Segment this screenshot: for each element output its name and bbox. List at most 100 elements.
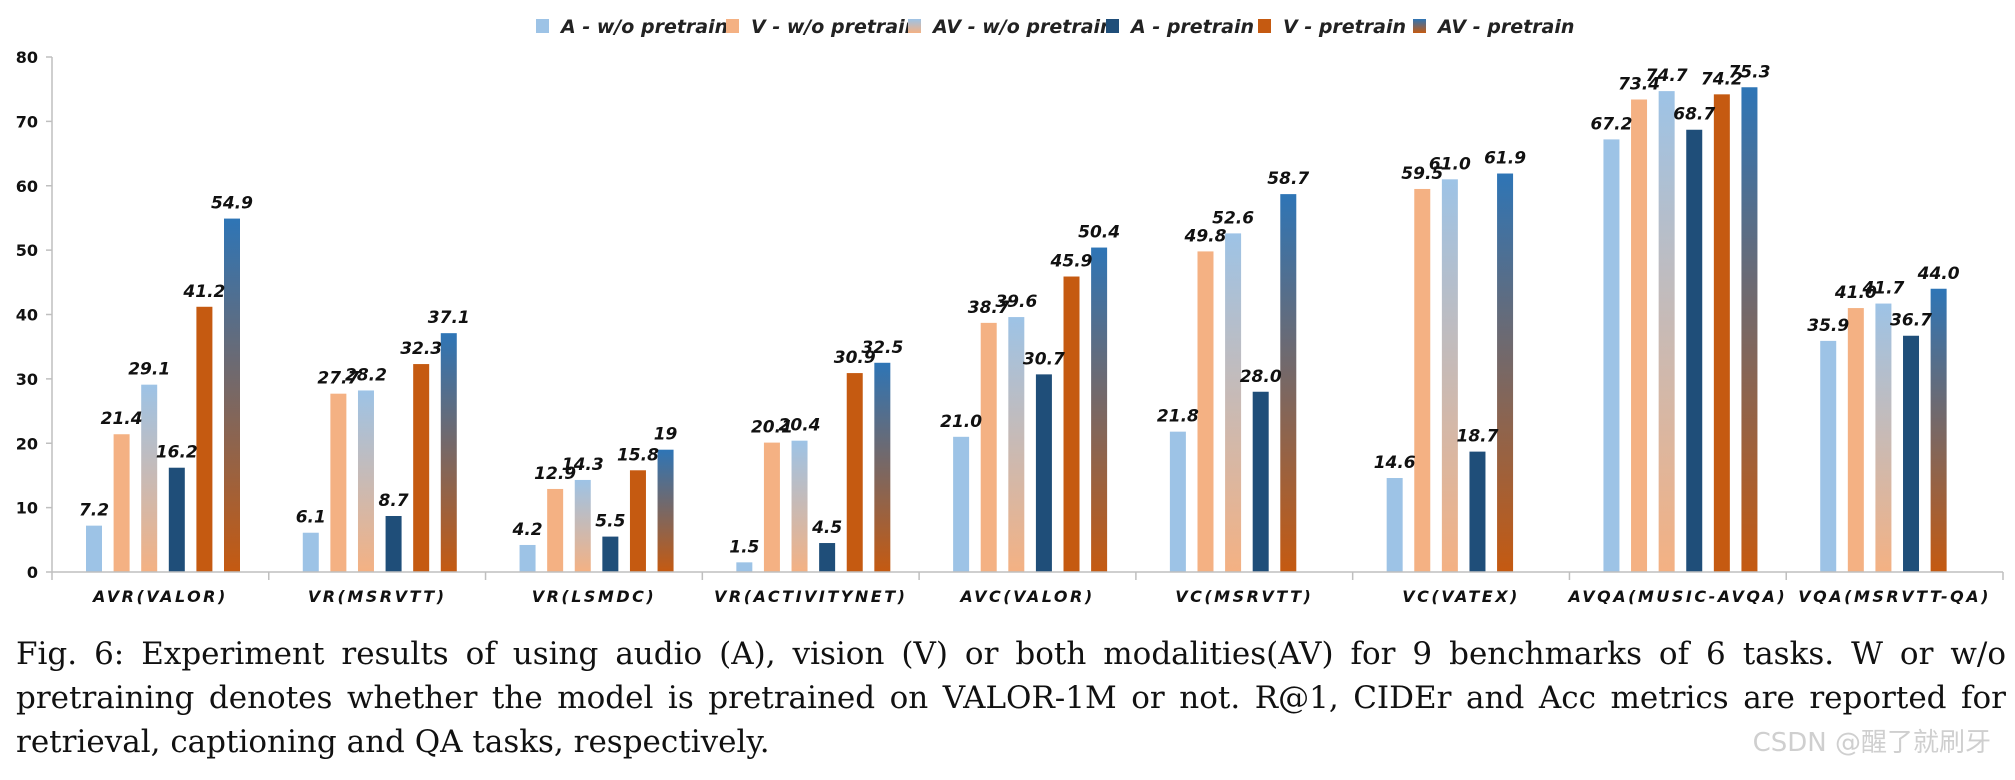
- bar-vr-activitynet-a-pretrain: [819, 543, 836, 572]
- value-label-avc-valor-v-pretrain: 45.9: [1050, 252, 1093, 272]
- x-axis: AVR(VALOR) VR(MSRVTT) VR(LSMDC) VR(ACTIVITY…: [51, 571, 2004, 606]
- value-label-avqa-music-avqa-av-pretrain: 75.3: [1728, 62, 1770, 82]
- chart-bars: [86, 87, 1947, 573]
- legend-label-v-w-o-pretrain: V - w/o pretrain: [751, 16, 918, 38]
- bar-vr-lsmdc-av-pretrain: [657, 449, 674, 572]
- chart-legend: A - w/o pretrain V - w/o pretrain AV - w/o…: [536, 16, 1574, 38]
- value-label-avc-valor-av-pretrain: 50.4: [1078, 223, 1120, 243]
- value-label-vqa-msrvtt-qa-a-w-o-pretrain: 35.9: [1807, 316, 1849, 336]
- legend-swatch-v-w-o-pretrain: [726, 19, 739, 33]
- legend-swatch-av-pretrain: [1413, 19, 1426, 33]
- value-label-vc-vatex-a-pretrain: 18.7: [1456, 427, 1498, 447]
- legend-swatch-a-w-o-pretrain: [536, 19, 549, 33]
- bar-vr-msrvtt-a-w-o-pretrain: [302, 532, 319, 572]
- bar-vr-msrvtt-a-pretrain: [385, 515, 402, 572]
- value-label-vr-activitynet-v-pretrain: 30.9: [834, 348, 876, 368]
- bar-avr-valor-v-pretrain: [196, 306, 213, 572]
- bar-vqa-msrvtt-qa-av-pretrain: [1930, 288, 1947, 572]
- x-category-label-vr-activitynet: VR(ACTIVITYNET): [714, 587, 907, 606]
- bar-vr-activitynet-a-w-o-pretrain: [736, 562, 753, 572]
- chart-svg: A - w/o pretrain V - w/o pretrain AV - w/o…: [16, 16, 2004, 606]
- bar-vqa-msrvtt-qa-v-w-o-pretrain: [1847, 308, 1864, 572]
- bar-avr-valor-av-w-o-pretrain: [141, 384, 158, 572]
- value-label-avr-valor-av-w-o-pretrain: 29.1: [128, 360, 170, 380]
- bar-vr-lsmdc-a-pretrain: [602, 536, 619, 572]
- data-labels: 7.2 21.4 29.1 16.2 41.2 54.9 6.1 27.728.2 8.7 32.…: [79, 62, 1960, 557]
- watermark: CSDN @醒了就刷牙: [1752, 728, 1991, 758]
- bar-vc-msrvtt-a-w-o-pretrain: [1169, 431, 1186, 572]
- figure-caption: Fig. 6: Experiment results of using audi…: [16, 636, 2006, 760]
- value-label-vr-activitynet-v-w-o-pretrain: 20.1: [751, 418, 793, 438]
- y-tick-label-70: 70: [16, 112, 38, 131]
- value-label-avqa-music-avqa-v-w-o-pretrain: 73.4: [1618, 74, 1660, 94]
- x-category-label-vc-vatex: VC(VATEX): [1402, 587, 1520, 606]
- value-label-avc-valor-av-w-o-pretrain: 39.6: [995, 292, 1037, 312]
- value-label-vc-msrvtt-av-pretrain: 58.7: [1267, 169, 1309, 189]
- bar-vc-msrvtt-a-pretrain: [1252, 391, 1269, 572]
- bar-vr-lsmdc-av-w-o-pretrain: [574, 479, 591, 572]
- bar-avc-valor-v-pretrain: [1063, 276, 1080, 572]
- legend-label-a-pretrain: A - pretrain: [1129, 16, 1254, 38]
- y-tick-label-20: 20: [16, 434, 38, 453]
- bar-vr-msrvtt-v-w-o-pretrain: [330, 393, 347, 572]
- bar-vr-activitynet-av-pretrain: [874, 362, 891, 572]
- bar-vc-msrvtt-av-w-o-pretrain: [1225, 233, 1242, 572]
- x-category-label-vqa-msrvtt-qa: VQA(MSRVTT-QA): [1798, 587, 1991, 606]
- y-axis: 0 10 20 30 40 50 60 70 80: [16, 48, 53, 582]
- bar-avr-valor-v-w-o-pretrain: [113, 434, 130, 572]
- y-tick-label-40: 40: [16, 306, 38, 325]
- legend-swatch-a-pretrain: [1106, 19, 1119, 33]
- bar-vr-activitynet-v-w-o-pretrain: [763, 442, 780, 572]
- y-tick-label-10: 10: [16, 499, 38, 518]
- bar-vr-msrvtt-av-w-o-pretrain: [357, 390, 374, 572]
- value-label-vr-activitynet-av-w-o-pretrain: 20.4: [779, 416, 821, 436]
- y-tick-label-30: 30: [16, 370, 38, 389]
- legend-swatch-v-pretrain: [1258, 19, 1271, 33]
- bar-avqa-music-avqa-v-pretrain: [1713, 94, 1730, 573]
- value-label-vr-msrvtt-a-w-o-pretrain: 6.1: [296, 508, 326, 528]
- value-label-vqa-msrvtt-qa-av-pretrain: 44.0: [1917, 264, 1960, 284]
- value-label-vqa-msrvtt-qa-a-pretrain: 36.7: [1890, 311, 1932, 331]
- value-label-vr-activitynet-a-w-o-pretrain: 1.5: [729, 537, 759, 557]
- bar-vr-msrvtt-v-pretrain: [413, 364, 430, 572]
- bar-vc-vatex-av-w-o-pretrain: [1441, 179, 1458, 572]
- value-label-vc-msrvtt-a-pretrain: 28.0: [1240, 367, 1282, 387]
- value-label-vc-vatex-av-pretrain: 61.9: [1484, 149, 1526, 169]
- bar-vc-vatex-av-pretrain: [1497, 173, 1514, 573]
- bar-vr-lsmdc-a-w-o-pretrain: [519, 544, 536, 572]
- value-label-vr-msrvtt-av-w-o-pretrain: 28.2: [345, 365, 387, 385]
- value-label-vr-lsmdc-v-pretrain: 15.8: [617, 445, 659, 465]
- value-label-avr-valor-v-pretrain: 41.2: [182, 282, 225, 302]
- bar-chart: A - w/o pretrain V - w/o pretrain AV - w/o…: [16, 16, 2004, 606]
- value-label-vr-activitynet-av-pretrain: 32.5: [861, 338, 903, 358]
- value-label-vr-lsmdc-a-w-o-pretrain: 4.2: [511, 520, 542, 540]
- value-label-avqa-music-avqa-av-w-o-pretrain: 74.7: [1646, 66, 1688, 86]
- value-label-avqa-music-avqa-v-pretrain: 74.2: [1701, 69, 1743, 89]
- bar-avqa-music-avqa-v-w-o-pretrain: [1631, 99, 1648, 573]
- x-category-label-avqa-music-avqa: AVQA(MUSIC-AVQA): [1566, 587, 1787, 606]
- value-label-avc-valor-v-w-o-pretrain: 38.7: [968, 298, 1010, 318]
- bar-avc-valor-v-w-o-pretrain: [980, 322, 997, 572]
- bar-avqa-music-avqa-a-w-o-pretrain: [1603, 139, 1620, 572]
- value-label-avr-valor-a-pretrain: 16.2: [156, 443, 198, 463]
- value-label-avr-valor-av-pretrain: 54.9: [211, 194, 253, 214]
- bar-vr-activitynet-v-pretrain: [846, 373, 863, 572]
- value-label-vc-msrvtt-a-w-o-pretrain: 21.8: [1157, 407, 1199, 427]
- value-label-avr-valor-v-w-o-pretrain: 21.4: [101, 409, 143, 429]
- value-label-avqa-music-avqa-a-pretrain: 68.7: [1673, 105, 1715, 125]
- bar-vc-vatex-a-pretrain: [1469, 451, 1486, 572]
- value-label-vqa-msrvtt-qa-v-w-o-pretrain: 41.0: [1834, 283, 1877, 303]
- value-label-vr-msrvtt-av-pretrain: 37.1: [428, 308, 470, 328]
- bar-avqa-music-avqa-av-w-o-pretrain: [1658, 91, 1675, 573]
- value-label-avc-valor-a-pretrain: 30.7: [1023, 349, 1065, 369]
- value-label-vr-msrvtt-v-w-o-pretrain: 27.7: [317, 369, 359, 389]
- bar-avc-valor-a-w-o-pretrain: [953, 436, 970, 572]
- x-category-label-vc-msrvtt: VC(MSRVTT): [1175, 587, 1313, 606]
- value-label-vr-msrvtt-a-pretrain: 8.7: [379, 491, 409, 511]
- y-tick-label-0: 0: [27, 563, 38, 582]
- x-category-label-avr-valor: AVR(VALOR): [91, 587, 228, 606]
- value-label-vc-msrvtt-av-w-o-pretrain: 52.6: [1212, 208, 1254, 228]
- x-category-label-vr-lsmdc: VR(LSMDC): [532, 587, 657, 606]
- value-label-vr-lsmdc-v-w-o-pretrain: 12.9: [534, 464, 576, 484]
- y-tick-label-50: 50: [16, 241, 38, 260]
